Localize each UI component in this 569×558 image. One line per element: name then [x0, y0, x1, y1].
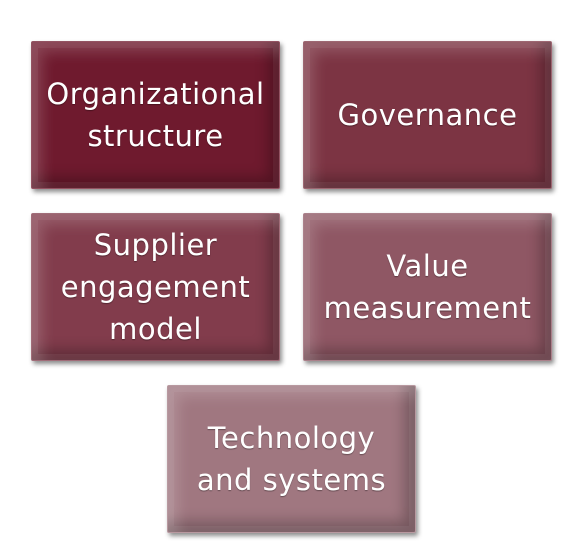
box-governance: Governance: [303, 41, 552, 189]
box-label-governance: Governance: [337, 98, 518, 132]
box-technology-and-systems: Technology and systems: [167, 385, 416, 533]
box-label-value-measurement: Value measurement: [323, 249, 532, 325]
box-label-organizational-structure: Organizational structure: [46, 77, 265, 153]
box-supplier-engagement-model: Supplier engagement model: [31, 213, 280, 361]
box-value-measurement: Value measurement: [303, 213, 552, 361]
box-label-supplier-engagement-model: Supplier engagement model: [60, 228, 251, 346]
box-label-technology-and-systems: Technology and systems: [196, 421, 387, 497]
box-organizational-structure: Organizational structure: [31, 41, 280, 189]
